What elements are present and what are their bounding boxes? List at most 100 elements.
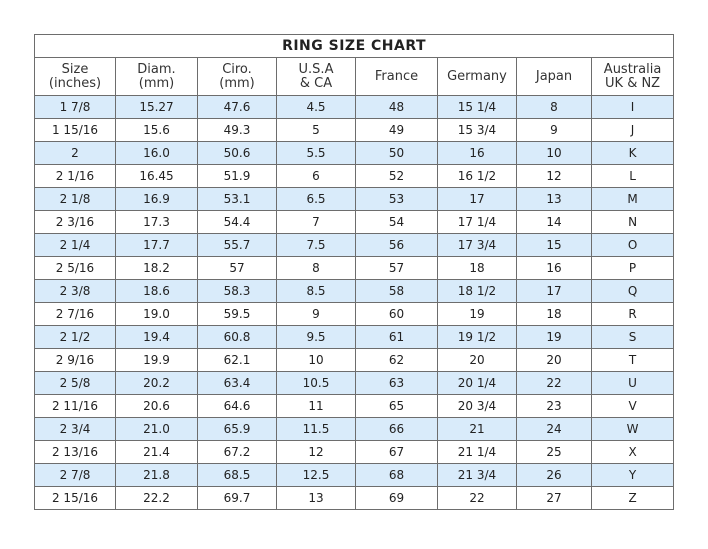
table-row: 1 7/8 15.27 47.6 4.5 48 15 1/4 8 I	[34, 95, 675, 119]
table-cell: 60.8	[197, 325, 277, 349]
table-cell: M	[590, 187, 675, 211]
table-cell: 21	[437, 417, 517, 441]
column-header-line: Germany	[447, 68, 507, 84]
table-cell: 67	[355, 440, 438, 464]
ring-size-table: RING SIZE CHART Size (inches) Diam. (mm) Cir…	[33, 34, 675, 510]
table-row: 2 7/8 21.8 68.5 12.5 68 21 3/4 26 Y	[34, 463, 675, 487]
table-cell: 65	[355, 394, 438, 418]
table-cell: 20	[516, 348, 592, 372]
header-row: Size (inches) Diam. (mm) Ciro. (mm) U.S.A & CA F…	[34, 57, 675, 96]
table-cell: 9	[516, 118, 592, 142]
column-header-line: UK & NZ	[605, 75, 661, 91]
table-cell: 18.2	[115, 256, 198, 280]
table-cell: 2	[34, 141, 116, 165]
table-cell: 18.6	[115, 279, 198, 303]
table-cell: 22	[437, 486, 517, 510]
column-header-line: France	[374, 68, 419, 84]
table-cell: Q	[590, 279, 675, 303]
table-cell: 68	[355, 463, 438, 487]
column-header-line: (mm)	[219, 75, 255, 91]
table-cell: 2 7/16	[34, 302, 116, 326]
table-cell: 18	[437, 256, 517, 280]
table-cell: Z	[590, 486, 675, 510]
table-cell: 15.6	[115, 118, 198, 142]
table-row: 2 5/8 20.2 63.4 10.5 63 20 1/4 22 U	[34, 371, 675, 395]
table-cell: P	[590, 256, 675, 280]
table-cell: K	[590, 141, 675, 165]
column-header-line: & CA	[299, 75, 333, 91]
table-cell: 2 1/2	[34, 325, 116, 349]
table-cell: 2 3/8	[34, 279, 116, 303]
table-cell: 21.4	[115, 440, 198, 464]
table-row: 2 3/8 18.6 58.3 8.5 58 18 1/2 17 Q	[34, 279, 675, 303]
table-cell: 10.5	[276, 371, 356, 395]
table-cell: 57	[197, 256, 277, 280]
table-cell: 13	[276, 486, 356, 510]
table-cell: 26	[516, 463, 592, 487]
table-cell: R	[590, 302, 675, 326]
table-cell: 49.3	[197, 118, 277, 142]
table-cell: 17 1/4	[437, 210, 517, 234]
table-row: 2 13/16 21.4 67.2 12 67 21 1/4 25 X	[34, 440, 675, 464]
table-cell: 2 5/16	[34, 256, 116, 280]
table-cell: 69	[355, 486, 438, 510]
column-header: Japan	[516, 57, 592, 96]
column-header-line: (inches)	[48, 75, 102, 91]
table-cell: 17.3	[115, 210, 198, 234]
table-row: 2 1/2 19.4 60.8 9.5 61 19 1/2 19 S	[34, 325, 675, 349]
table-cell: 11.5	[276, 417, 356, 441]
table-cell: 20 3/4	[437, 394, 517, 418]
table-row: 2 5/16 18.2 57 8 57 18 16 P	[34, 256, 675, 280]
table-cell: 61	[355, 325, 438, 349]
table-cell: 23	[516, 394, 592, 418]
table-row: 2 15/16 22.2 69.7 13 69 22 27 Z	[34, 486, 675, 510]
table-cell: 2 13/16	[34, 440, 116, 464]
table-cell: 56	[355, 233, 438, 257]
table-cell: 22.2	[115, 486, 198, 510]
table-cell: 2 9/16	[34, 348, 116, 372]
table-cell: 21 3/4	[437, 463, 517, 487]
table-cell: 25	[516, 440, 592, 464]
table-cell: 19	[516, 325, 592, 349]
table-cell: 67.2	[197, 440, 277, 464]
table-cell: 16.0	[115, 141, 198, 165]
table-cell: 47.6	[197, 95, 277, 119]
table-cell: 65.9	[197, 417, 277, 441]
table-cell: 17	[437, 187, 517, 211]
column-header: Germany	[437, 57, 517, 96]
table-row: 2 9/16 19.9 62.1 10 62 20 20 T	[34, 348, 675, 372]
table-cell: 19.9	[115, 348, 198, 372]
table-cell: 50	[355, 141, 438, 165]
table-cell: 66	[355, 417, 438, 441]
table-cell: 8	[276, 256, 356, 280]
table-cell: 2 1/4	[34, 233, 116, 257]
column-header: Size (inches)	[34, 57, 116, 96]
table-cell: 19.4	[115, 325, 198, 349]
table-cell: 69.7	[197, 486, 277, 510]
table-cell: 68.5	[197, 463, 277, 487]
table-cell: 6	[276, 164, 356, 188]
column-header-line: Japan	[535, 68, 573, 84]
table-cell: 17	[516, 279, 592, 303]
table-cell: T	[590, 348, 675, 372]
table-cell: 20 1/4	[437, 371, 517, 395]
table-cell: 7.5	[276, 233, 356, 257]
table-cell: Y	[590, 463, 675, 487]
column-header: Australia UK & NZ	[590, 57, 675, 96]
table-cell: 53	[355, 187, 438, 211]
table-cell: 2 5/8	[34, 371, 116, 395]
table-cell: 64.6	[197, 394, 277, 418]
table-cell: 16.45	[115, 164, 198, 188]
table-cell: 7	[276, 210, 356, 234]
table-cell: U	[590, 371, 675, 395]
table-cell: 49	[355, 118, 438, 142]
table-row: 2 11/16 20.6 64.6 11 65 20 3/4 23 V	[34, 394, 675, 418]
table-cell: 62	[355, 348, 438, 372]
table-cell: 21 1/4	[437, 440, 517, 464]
table-cell: W	[590, 417, 675, 441]
column-header-line: Diam.	[137, 61, 176, 77]
table-cell: O	[590, 233, 675, 257]
table-cell: 48	[355, 95, 438, 119]
column-header: Diam. (mm)	[115, 57, 198, 96]
table-cell: 19 1/2	[437, 325, 517, 349]
